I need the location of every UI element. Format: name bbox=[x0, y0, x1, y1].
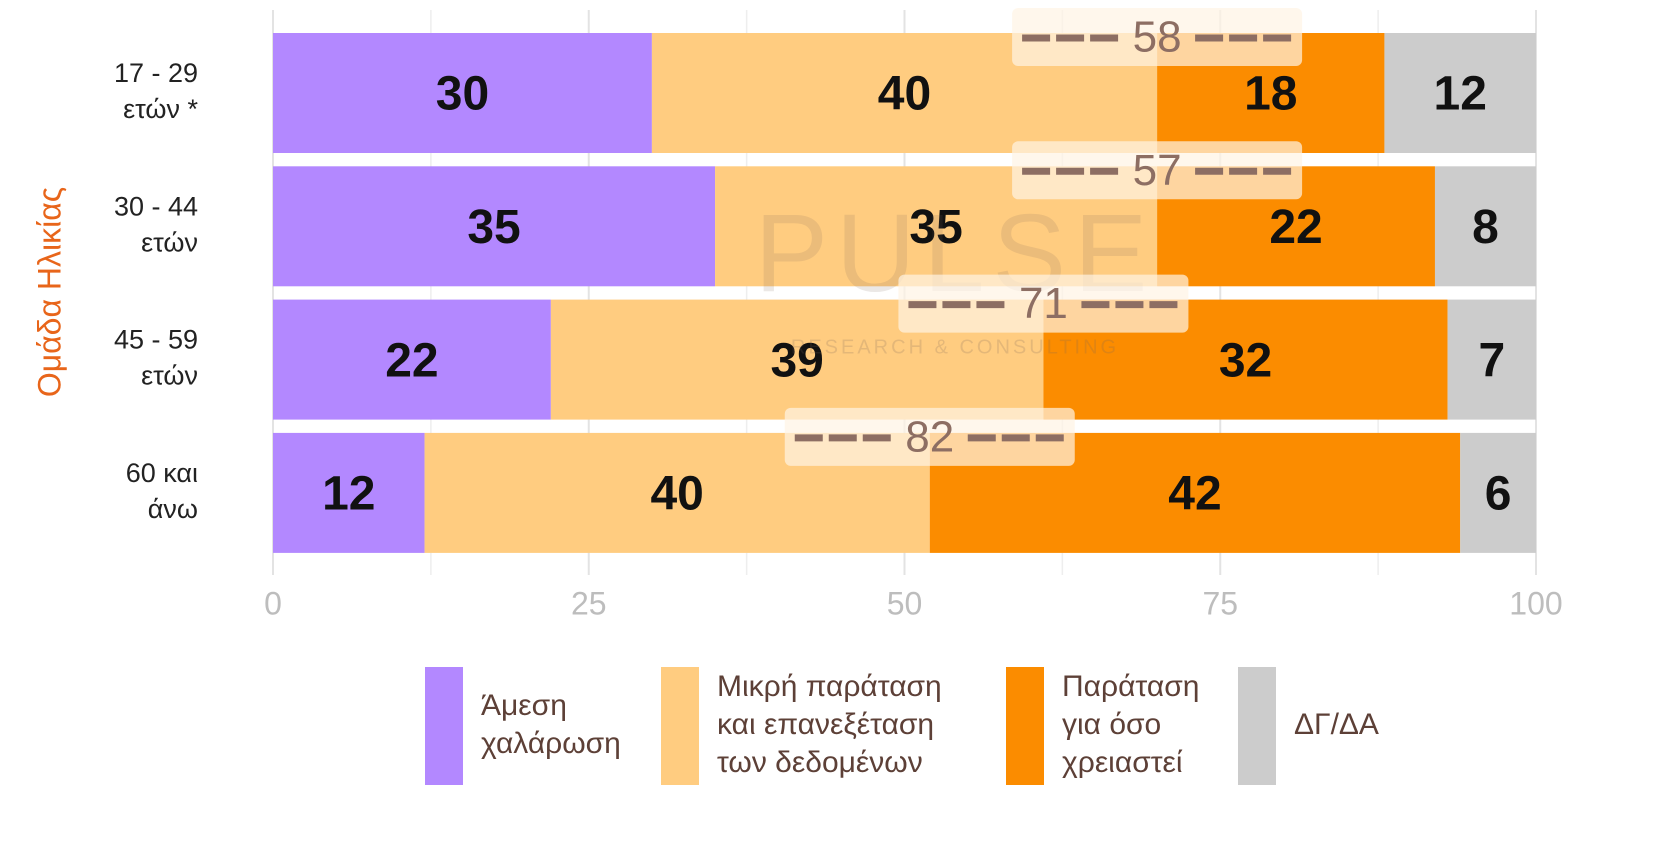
legend-label-line: των δεδομένων bbox=[717, 746, 923, 779]
y-tick-label-line: ετών * bbox=[123, 94, 198, 124]
watermark: RESEARCH & CONSULTING bbox=[791, 336, 1119, 358]
bar-segment bbox=[273, 166, 716, 287]
annotation-box bbox=[784, 407, 1075, 466]
annotation-total: 58 bbox=[1133, 13, 1182, 62]
legend-label-line: Άμεση bbox=[481, 689, 567, 722]
legend-label-line: χρειαστεί bbox=[1062, 746, 1183, 779]
legend-swatch bbox=[1238, 667, 1276, 785]
data-label: 39 bbox=[770, 334, 823, 387]
y-tick-label-line: ετών bbox=[141, 227, 198, 257]
legend-label-line: χαλάρωση bbox=[481, 727, 621, 760]
y-tick-label: 30 - 44 ετών bbox=[114, 191, 198, 257]
x-tick-label: 100 bbox=[1509, 585, 1562, 621]
legend-swatch bbox=[661, 667, 699, 785]
bar-segment bbox=[1434, 166, 1536, 287]
data-label: 12 bbox=[1434, 68, 1487, 121]
annotation-total: 71 bbox=[1019, 279, 1068, 328]
data-label: 7 bbox=[1478, 334, 1505, 387]
y-tick-label: 45 - 59 ετών bbox=[114, 325, 198, 391]
data-label: 6 bbox=[1485, 468, 1512, 521]
bar-segment bbox=[273, 299, 551, 420]
bar-segment bbox=[1447, 299, 1536, 420]
x-tick-label: 0 bbox=[264, 585, 282, 621]
data-label: 22 bbox=[385, 334, 438, 387]
bar-segment bbox=[273, 33, 652, 153]
bar-segment bbox=[273, 432, 425, 553]
legend-label: ΔΓ/ΔΑ bbox=[1294, 708, 1379, 741]
y-tick-label-line: 30 - 44 bbox=[114, 191, 198, 221]
annotation-total: 57 bbox=[1133, 146, 1182, 195]
annotation-box bbox=[1012, 8, 1303, 66]
legend-label-line: για όσο bbox=[1062, 708, 1161, 741]
data-label: 40 bbox=[878, 68, 931, 121]
x-tick-label: 75 bbox=[1202, 585, 1238, 621]
y-tick-label-line: ετών bbox=[141, 361, 198, 391]
legend-label-line: Παράταση bbox=[1062, 670, 1199, 703]
data-label: 12 bbox=[322, 468, 375, 521]
data-label: 35 bbox=[909, 201, 962, 254]
legend-label: Μικρή παράταση και επανεξέταση των δεδομέν… bbox=[717, 670, 942, 779]
bar-segment bbox=[1384, 33, 1536, 153]
data-label: 18 bbox=[1244, 68, 1297, 121]
data-label: 8 bbox=[1472, 201, 1499, 254]
data-label: 35 bbox=[467, 201, 520, 254]
annotation-box bbox=[898, 274, 1189, 333]
data-label: 22 bbox=[1269, 201, 1322, 254]
y-tick-label-line: άνω bbox=[148, 494, 198, 524]
legend-swatch bbox=[1006, 667, 1044, 785]
legend-label: Παράταση για όσο χρειαστεί bbox=[1062, 670, 1199, 779]
legend-label-line: ΔΓ/ΔΑ bbox=[1294, 708, 1379, 741]
y-tick-label-line: 45 - 59 bbox=[114, 325, 198, 355]
data-label: 40 bbox=[650, 468, 703, 521]
legend-label: Άμεση χαλάρωση bbox=[481, 689, 621, 760]
y-tick-label: 17 - 29 ετών * bbox=[114, 58, 199, 124]
annotation-total: 82 bbox=[905, 413, 954, 462]
annotation-box bbox=[1012, 141, 1303, 200]
y-tick-label-line: 17 - 29 bbox=[114, 58, 198, 88]
x-tick-label: 25 bbox=[571, 585, 607, 621]
data-label: 42 bbox=[1168, 468, 1221, 521]
legend-label-line: Μικρή παράταση bbox=[717, 670, 942, 703]
legend-label-line: και επανεξέταση bbox=[717, 708, 934, 741]
x-tick-label: 50 bbox=[887, 585, 923, 621]
bar-segment bbox=[1460, 432, 1536, 553]
data-label: 30 bbox=[436, 68, 489, 121]
data-label: 32 bbox=[1219, 334, 1272, 387]
y-tick-label: 60 και άνω bbox=[126, 458, 198, 524]
y-axis-label: Ομάδα Ηλικίας bbox=[31, 187, 67, 397]
y-tick-label-line: 60 και bbox=[126, 458, 198, 488]
legend-swatch bbox=[425, 667, 463, 785]
